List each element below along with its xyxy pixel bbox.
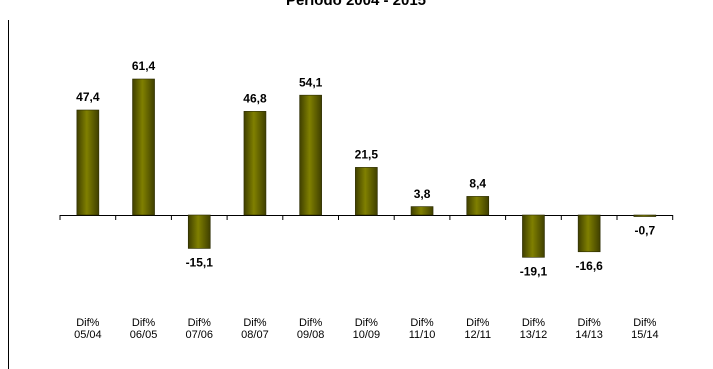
chart-title: Período 2004 - 2015 — [286, 0, 426, 9]
value-label: 3,8 — [414, 187, 431, 201]
bar — [187, 214, 211, 249]
x-tick-label: Dif% — [633, 317, 656, 329]
x-tick-label: Dif% — [299, 317, 322, 329]
bar — [410, 206, 434, 216]
bar — [522, 214, 545, 258]
x-tick-label: 09/08 — [297, 329, 325, 341]
x-tick-label: 06/05 — [130, 329, 158, 341]
value-label: 8,4 — [469, 177, 486, 191]
value-label: -19,1 — [520, 264, 548, 278]
bar — [132, 78, 155, 216]
bar — [633, 214, 657, 217]
x-tick-label: 15/14 — [631, 329, 659, 341]
value-label: 54,1 — [299, 75, 323, 89]
x-tick-label: 12/11 — [464, 329, 491, 341]
bar — [355, 167, 378, 216]
x-tick-label: 07/06 — [185, 329, 213, 341]
bar — [76, 109, 100, 216]
bar — [466, 196, 490, 216]
x-tick-label: Dif% — [466, 317, 489, 329]
value-label: -15,1 — [186, 256, 214, 270]
value-label: -0,7 — [635, 224, 656, 238]
x-tick-label: 14/13 — [575, 329, 603, 341]
value-label: 46,8 — [243, 92, 267, 106]
x-tick-label: Dif% — [410, 317, 433, 329]
x-tick-label: 11/10 — [409, 329, 436, 341]
x-tick-label: 13/12 — [520, 329, 548, 341]
x-tick-label: Dif% — [76, 317, 99, 329]
x-tick-label: 05/04 — [74, 329, 102, 341]
x-tick-label: Dif% — [355, 317, 378, 329]
x-tick-label: Dif% — [188, 317, 211, 329]
x-tick-label: Dif% — [578, 317, 601, 329]
bar — [577, 214, 601, 253]
value-label: -16,6 — [575, 259, 603, 273]
value-label: 21,5 — [355, 148, 379, 162]
x-tick-label: Dif% — [243, 317, 266, 329]
bar — [299, 94, 322, 216]
bar — [243, 111, 267, 216]
x-tick-label: Dif% — [522, 317, 545, 329]
x-tick-label: 08/07 — [241, 329, 269, 341]
x-tick-label: 10/09 — [353, 329, 381, 341]
value-label: 47,4 — [76, 90, 100, 104]
x-tick-label: Dif% — [132, 317, 155, 329]
value-label: 61,4 — [132, 59, 156, 73]
